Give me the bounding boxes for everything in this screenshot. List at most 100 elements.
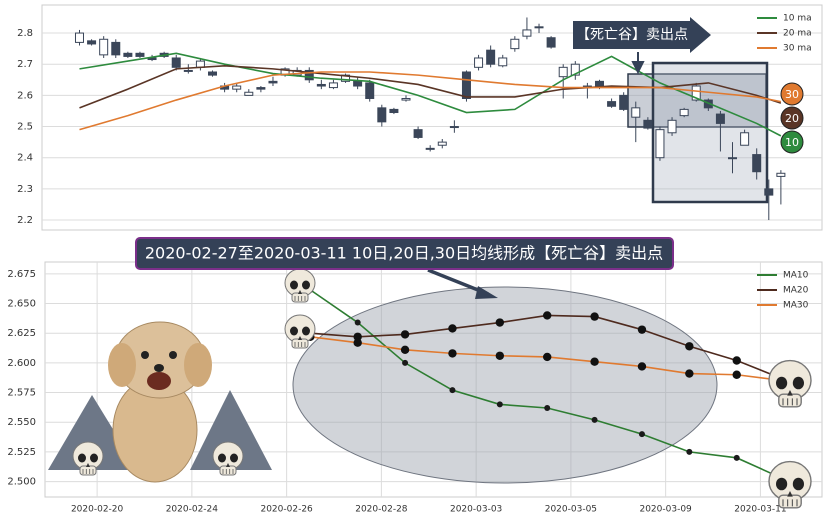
y-tick-label: 2.575 <box>7 388 36 399</box>
skull-teeth <box>294 296 306 301</box>
skull-icon <box>768 359 812 408</box>
candle-body <box>461 71 471 99</box>
candle-body <box>691 85 701 101</box>
candle-body <box>135 52 145 57</box>
candle-body <box>99 38 109 56</box>
point <box>402 359 409 366</box>
point <box>400 330 410 339</box>
point <box>448 349 457 358</box>
skull-eye <box>290 280 298 290</box>
y-tick-label: 2.525 <box>7 447 36 458</box>
skull-teeth <box>782 499 798 507</box>
skull-icon <box>284 314 316 349</box>
candle-body <box>304 69 314 81</box>
point <box>543 311 552 320</box>
y-tick-label: 2.2 <box>17 215 33 226</box>
x-tick-label: 2020-02-26 <box>260 505 313 515</box>
x-tick-label: 2020-02-28 <box>355 505 408 515</box>
callout-box <box>135 237 674 270</box>
legend-label: MA30 <box>783 301 809 311</box>
dog-ear <box>184 343 212 387</box>
x-tick-label: 2020-02-20 <box>71 505 124 515</box>
ma-end-label: 20 <box>785 112 799 125</box>
candle-body <box>570 63 580 76</box>
pyramid <box>190 390 272 470</box>
point <box>353 332 362 341</box>
skull-teeth <box>222 469 234 474</box>
candle-body <box>728 157 738 160</box>
candle-body <box>316 83 326 87</box>
legend-label: 20 ma <box>783 29 812 39</box>
ma-end-badge <box>780 106 804 130</box>
skull-eye <box>302 326 310 336</box>
point <box>638 431 645 438</box>
dog-illustration <box>108 321 212 483</box>
point <box>733 454 740 461</box>
candle-body <box>619 94 629 110</box>
y-tick-label: 2.600 <box>7 358 36 369</box>
ma-end-label: 30 <box>785 88 799 101</box>
candle-body <box>171 57 181 68</box>
callout-label: 2020-02-27至2020-03-11 10日,20日,30日均线形成【死亡… <box>145 244 663 263</box>
candle-body <box>413 129 423 138</box>
candle-body <box>401 97 411 101</box>
candle-body <box>510 38 520 50</box>
skull-eye <box>302 280 310 290</box>
candle-body <box>268 80 278 84</box>
candle-body <box>183 69 193 72</box>
skull-teeth <box>782 398 798 406</box>
candle-body <box>546 37 556 48</box>
y-tick-label: 2.7 <box>17 59 33 70</box>
legend-label: 10 ma <box>783 14 812 24</box>
y-tick-label: 2.625 <box>7 328 36 339</box>
ma-end-badge <box>780 82 804 106</box>
skull-nose <box>226 463 230 467</box>
ma-line <box>79 52 782 137</box>
skull-eye <box>218 453 226 463</box>
callout-pointer <box>631 52 645 75</box>
dog-eye <box>141 351 149 359</box>
skull-nose <box>86 463 90 467</box>
point <box>353 338 362 347</box>
candle-body <box>752 154 762 173</box>
ma-end-badge <box>780 130 804 154</box>
candle-body <box>740 132 750 146</box>
skull-eye <box>290 326 298 336</box>
candle-body <box>377 107 387 123</box>
candle-body <box>607 101 617 107</box>
skull-nose <box>787 491 793 497</box>
candle-body <box>498 57 508 67</box>
point <box>732 370 741 379</box>
point <box>495 351 505 360</box>
skull-icon <box>768 460 812 509</box>
candle-body <box>643 119 653 129</box>
ma-line <box>79 71 782 131</box>
candle-body <box>389 108 399 114</box>
skull-nose <box>298 336 302 340</box>
callout-arrowhead <box>475 286 498 299</box>
candle-body <box>667 119 677 134</box>
skull-eye <box>776 477 788 491</box>
x-tick-label: 2020-03-03 <box>450 505 502 515</box>
candle-body <box>558 66 568 78</box>
y-tick-label: 2.5 <box>17 122 33 133</box>
candle-body <box>244 91 254 96</box>
ma-end-label: 10 <box>785 136 799 149</box>
point <box>590 357 599 366</box>
y-tick-label: 2.675 <box>7 269 36 280</box>
legend-label: MA10 <box>783 271 809 281</box>
callout-label: 【死亡谷】卖出点 <box>576 27 688 43</box>
point <box>544 404 551 411</box>
skull-eye <box>792 477 804 491</box>
point <box>732 356 741 365</box>
y-tick-label: 2.8 <box>17 28 33 39</box>
candle-body <box>655 129 665 159</box>
point <box>591 416 598 423</box>
candle-body <box>437 141 447 146</box>
candle-body <box>208 71 218 76</box>
skull-eye <box>792 376 804 390</box>
skull-jaw <box>79 465 97 476</box>
skull-jaw <box>778 494 802 509</box>
point <box>590 312 599 321</box>
ma-line <box>79 64 782 109</box>
